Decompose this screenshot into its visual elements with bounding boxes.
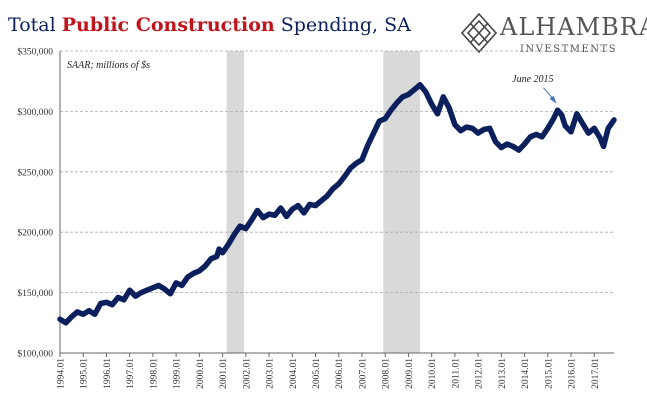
x-tick-label: 1999.01 (173, 358, 183, 389)
x-tick-label: 1994.01 (57, 358, 67, 389)
series-line (57, 82, 617, 326)
x-tick-label: 1997.01 (126, 358, 136, 389)
chart-note: SAAR; millions of $s (67, 60, 150, 71)
x-tick-label: 2006.01 (335, 358, 345, 389)
x-tick-label: 2005.01 (312, 358, 322, 389)
x-tick-label: 2017.01 (591, 358, 601, 389)
x-tick-label: 1998.01 (149, 358, 159, 389)
x-tick-label: 2010.01 (428, 358, 438, 389)
x-tick-label: 2007.01 (358, 358, 368, 389)
x-tick-label: 2001.01 (219, 358, 229, 389)
annotation-label: June 2015 (512, 74, 553, 85)
y-tick-label: $100,000 (17, 349, 53, 360)
y-tick-label: $350,000 (17, 47, 53, 58)
x-tick-label: 1995.01 (80, 358, 90, 389)
title-highlight: Public Construction (61, 14, 275, 36)
recession-band (226, 51, 244, 353)
x-tick-label: 2000.01 (196, 358, 206, 389)
x-tick-label: 1996.01 (103, 358, 113, 389)
y-tick-label: $250,000 (17, 167, 53, 178)
y-tick-label: $200,000 (17, 228, 53, 239)
x-tick-label: 2014.01 (521, 358, 531, 389)
logo-name: ALHAMBRA (500, 13, 647, 41)
title-part-1: Total (8, 14, 62, 36)
x-tick-label: 2009.01 (405, 358, 415, 389)
y-tick-label: $300,000 (17, 107, 53, 118)
x-tick-label: 2012.01 (475, 358, 485, 389)
x-tick-label: 2008.01 (382, 358, 392, 389)
chart-title: Total Public Construction Spending, SA (8, 14, 411, 36)
diamond-lattice-icon (460, 12, 498, 54)
title-part-3: Spending, SA (274, 14, 411, 36)
alhambra-logo: ALHAMBRA INVESTMENTS (460, 12, 647, 62)
x-tick-label: 2016.01 (568, 358, 578, 389)
x-tick-label: 2003.01 (266, 358, 276, 389)
x-tick-label: 2002.01 (242, 358, 252, 389)
x-tick-label: 2013.01 (498, 358, 508, 389)
x-tick-label: 2011.01 (451, 358, 461, 389)
y-tick-label: $150,000 (17, 288, 53, 299)
x-tick-label: 2015.01 (544, 358, 554, 389)
annotation-arrowhead (549, 95, 557, 104)
logo-subtitle: INVESTMENTS (520, 44, 618, 55)
x-tick-label: 2004.01 (289, 358, 299, 389)
